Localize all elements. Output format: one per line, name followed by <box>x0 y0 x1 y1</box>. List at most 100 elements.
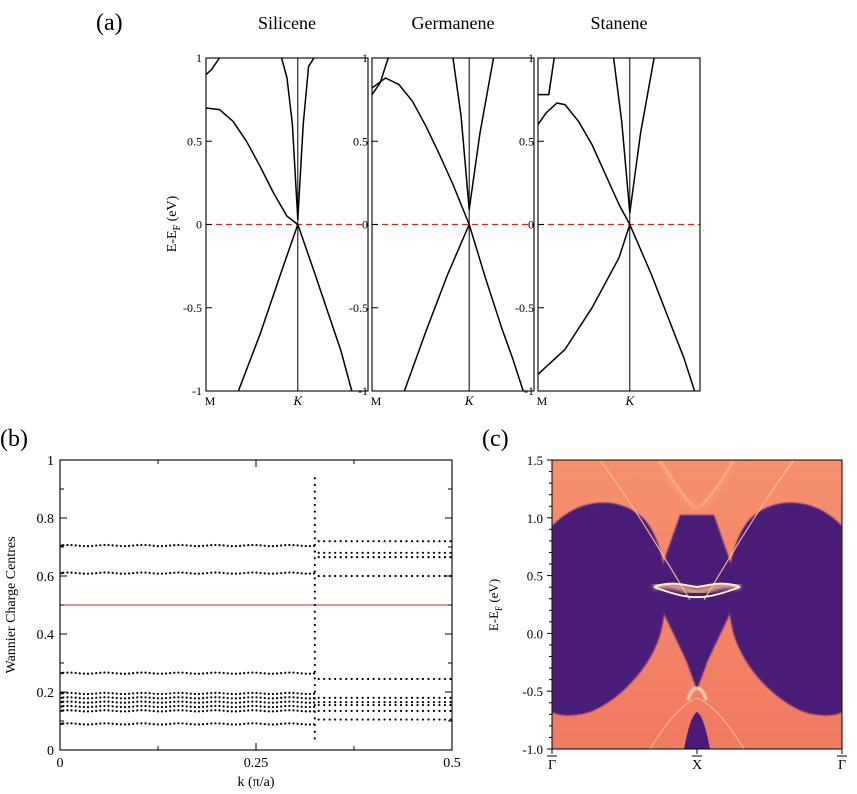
wcc-point <box>438 551 441 554</box>
wcc-point <box>238 697 242 700</box>
wcc-point <box>90 710 94 713</box>
wcc-point <box>300 723 303 726</box>
wcc-point <box>201 701 205 704</box>
wcc-point <box>82 672 85 675</box>
y-tick-label: 1 <box>196 51 202 65</box>
wcc-point <box>328 696 331 699</box>
wcc-point <box>292 700 295 703</box>
wcc-point <box>90 544 94 548</box>
wcc-point <box>214 709 217 712</box>
conduction-band <box>612 58 655 214</box>
wcc-point <box>197 572 201 575</box>
y-tick-label: 0 <box>362 218 368 232</box>
wcc-point <box>78 723 81 726</box>
wcc-point <box>394 551 397 554</box>
wcc-point <box>300 544 303 547</box>
wcc-point <box>251 696 254 699</box>
lower-band <box>538 224 631 375</box>
wcc-point <box>271 692 275 696</box>
wcc-point <box>421 696 425 699</box>
wcc-point <box>160 710 164 713</box>
bulk-edge-line <box>599 460 795 601</box>
wcc-point <box>132 571 135 575</box>
wcc-band-right <box>317 718 452 721</box>
wcc-point <box>99 700 102 703</box>
wcc-point <box>60 709 63 712</box>
wcc-point <box>238 672 242 675</box>
wcc-point <box>214 691 217 694</box>
wcc-point <box>317 574 320 578</box>
wcc-point <box>350 551 353 554</box>
wcc-point <box>288 696 291 699</box>
wcc-point <box>95 701 98 704</box>
wcc-point <box>251 543 254 547</box>
wcc-point <box>169 692 172 695</box>
wcc-point <box>193 697 196 700</box>
wcc-point <box>323 701 326 704</box>
wcc-point <box>388 718 392 721</box>
wcc-point <box>136 544 139 547</box>
wcc-point <box>259 709 262 712</box>
wcc-point <box>177 543 180 547</box>
subplot-title: Germanene <box>412 13 495 33</box>
wcc-point <box>399 677 403 681</box>
wcc-point <box>421 709 425 712</box>
wcc-point <box>313 663 316 667</box>
subplot-title: Silicene <box>258 13 316 33</box>
wcc-point <box>449 556 452 559</box>
wcc-point <box>312 572 316 575</box>
wcc-point <box>405 556 408 559</box>
wcc-point <box>304 672 307 675</box>
wcc-point <box>62 722 65 725</box>
wcc-point <box>234 723 238 726</box>
wcc-point <box>427 703 430 707</box>
wcc-point <box>230 710 233 713</box>
wcc-point <box>99 709 102 712</box>
wcc-point <box>156 723 159 726</box>
wcc-point <box>350 709 353 712</box>
x-tick-label: Γ <box>548 758 556 773</box>
wcc-point <box>284 544 287 547</box>
wcc-point <box>372 574 375 578</box>
wcc-point <box>177 700 180 703</box>
wcc-point <box>218 722 221 725</box>
wcc-point <box>328 718 331 721</box>
wcc-point <box>123 572 127 575</box>
wcc-point <box>238 710 242 713</box>
wcc-point <box>284 709 287 712</box>
wcc-point <box>230 701 233 704</box>
wcc-point <box>263 705 266 708</box>
wcc-point <box>284 671 287 674</box>
wcc-point <box>317 701 320 704</box>
wcc-point <box>313 510 316 513</box>
wcc-point <box>111 705 114 708</box>
y-tick-label: 0.5 <box>187 134 202 148</box>
wcc-point <box>280 709 283 712</box>
wcc-point <box>361 718 364 721</box>
x-tick-label-k: K <box>292 393 303 408</box>
wcc-point <box>388 540 392 543</box>
wcc-point <box>280 696 283 699</box>
wcc-point <box>181 691 184 695</box>
wcc-point <box>328 677 331 681</box>
wcc-band-left <box>60 543 316 548</box>
wcc-point <box>377 718 381 721</box>
wcc-point <box>181 671 184 674</box>
wcc-point <box>421 574 425 578</box>
wcc-point <box>140 571 143 574</box>
wcc-point <box>74 709 77 712</box>
wcc-point <box>267 692 270 696</box>
wcc-point <box>361 556 364 559</box>
wcc-point <box>107 543 110 547</box>
wcc-point <box>144 709 147 712</box>
wcc-point <box>243 544 246 547</box>
wcc-point <box>345 709 348 712</box>
wcc-point <box>339 551 342 554</box>
wcc-point <box>292 691 295 695</box>
wcc-point <box>292 543 295 547</box>
wcc-point <box>421 718 425 721</box>
wcc-point <box>345 696 348 699</box>
wcc-point <box>173 671 176 674</box>
wcc-point <box>201 672 205 675</box>
wcc-point <box>304 710 307 713</box>
